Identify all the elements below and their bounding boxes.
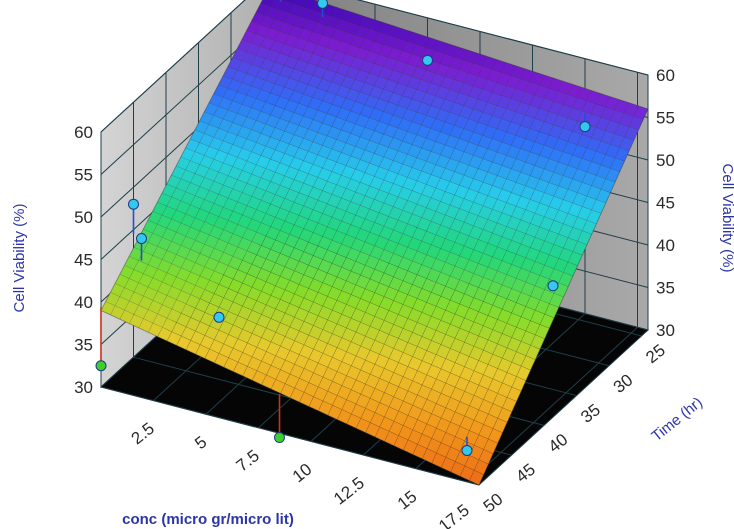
y-tick-label: 30	[610, 370, 637, 397]
z-axis-title-left: Cell Viability (%)	[11, 204, 28, 313]
x-tick-label: 15	[394, 487, 421, 514]
data-point	[275, 433, 285, 443]
z-tick-label-right: 35	[656, 279, 675, 298]
y-tick-label: 45	[512, 460, 539, 487]
z-tick-label-left: 40	[74, 293, 93, 312]
z-tick-label-left: 50	[74, 208, 93, 227]
data-point	[580, 122, 590, 132]
x-tick-label: 2.5	[128, 419, 158, 449]
z-tick-label-left: 55	[74, 166, 93, 185]
x-tick-label: 10	[289, 460, 316, 487]
z-tick-label-left: 35	[74, 336, 93, 355]
z-axis-title-right: Cell Viability (%)	[719, 164, 734, 273]
data-point	[96, 361, 106, 371]
z-tick-label-right: 30	[656, 321, 675, 340]
y-tick-label: 25	[642, 340, 669, 367]
z-tick-label-left: 45	[74, 251, 93, 270]
z-tick-label-left: 30	[74, 378, 93, 397]
x-tick-label: 5	[191, 432, 210, 453]
x-tick-label: 17.5	[435, 500, 473, 529]
data-point	[137, 234, 147, 244]
data-point	[318, 0, 328, 8]
y-tick-label: 40	[545, 430, 572, 457]
data-point	[423, 55, 433, 65]
z-tick-label-right: 50	[656, 151, 675, 170]
y-axis-title: Time (hr)	[648, 394, 706, 445]
data-point	[462, 445, 472, 455]
y-tick-label: 50	[480, 490, 507, 517]
data-point	[214, 312, 224, 322]
x-tick-label: 7.5	[233, 446, 263, 476]
z-tick-label-right: 60	[656, 66, 675, 85]
x-tick-label: 12.5	[330, 473, 368, 508]
data-point	[129, 199, 139, 209]
z-tick-label-left: 60	[74, 123, 93, 142]
z-tick-label-right: 55	[656, 109, 675, 128]
data-point	[548, 281, 558, 291]
y-tick-label: 35	[577, 400, 604, 427]
z-tick-label-right: 45	[656, 194, 675, 213]
z-tick-label-right: 40	[656, 236, 675, 255]
x-axis-title: conc (micro gr/micro lit)	[122, 511, 294, 528]
